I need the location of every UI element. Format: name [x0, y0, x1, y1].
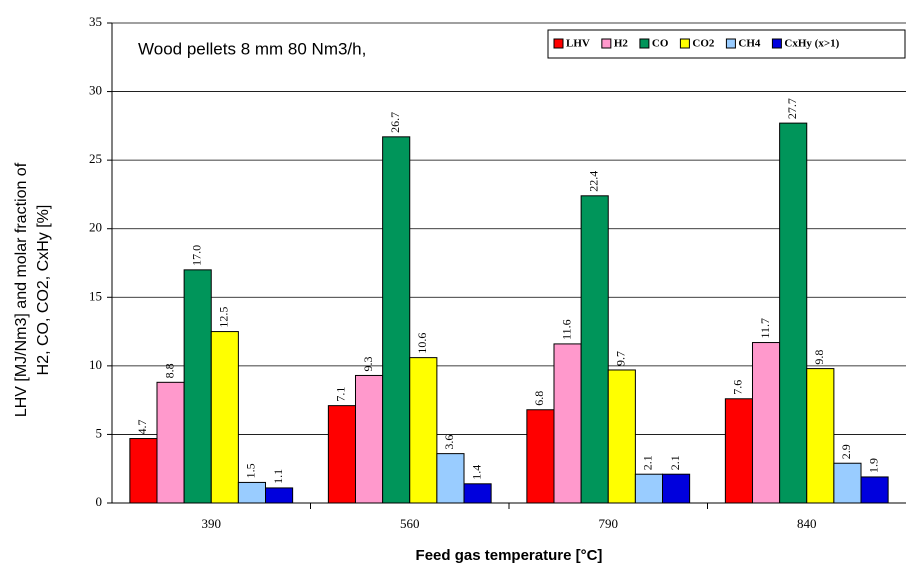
- legend-swatch: [553, 38, 564, 49]
- data-label: 2.9: [839, 444, 853, 459]
- bar: [265, 487, 294, 504]
- bar: [237, 481, 267, 504]
- y-tick-label: 5: [96, 425, 103, 440]
- y-axis-label: H2, CO, CO2, CxHy [%]: [35, 205, 52, 376]
- legend-label: LHV: [566, 38, 590, 50]
- data-label: 26.7: [388, 112, 402, 133]
- y-tick-label: 35: [89, 14, 102, 29]
- y-tick-label: 25: [89, 151, 102, 166]
- y-tick-label: 20: [89, 220, 102, 235]
- annotation: Wood pellets 8 mm 80 Nm3/h,: [138, 39, 366, 58]
- bar: [662, 473, 691, 504]
- data-label: 2.1: [668, 455, 682, 470]
- bar: [860, 476, 889, 504]
- bar: [779, 122, 808, 504]
- legend-label: CO: [652, 38, 669, 50]
- bar: [382, 136, 411, 504]
- data-label: 1.1: [271, 469, 285, 484]
- data-label: 9.8: [812, 350, 826, 365]
- legend-label: CO2: [692, 38, 715, 50]
- y-tick-label: 15: [89, 288, 102, 303]
- bar: [129, 438, 158, 504]
- bar: [607, 369, 636, 504]
- data-label: 7.6: [731, 380, 745, 395]
- data-label: 3.6: [442, 435, 456, 450]
- data-label: 10.6: [415, 333, 429, 354]
- bar: [463, 483, 492, 504]
- bar: [327, 405, 356, 504]
- data-label: 1.4: [469, 465, 483, 480]
- legend-label: CxHy (x>1): [784, 38, 839, 50]
- x-tick-label: 840: [797, 516, 817, 531]
- legend-label: CH4: [738, 38, 761, 50]
- bar: [751, 342, 781, 504]
- bar: [183, 269, 212, 504]
- bar: [580, 195, 609, 504]
- bar: [409, 357, 438, 504]
- bar: [553, 343, 582, 504]
- data-label: 11.6: [559, 319, 573, 340]
- legend-swatch: [679, 38, 690, 49]
- x-axis-label: Feed gas temperature [°C]: [416, 547, 603, 564]
- data-label: 27.7: [785, 98, 799, 119]
- data-label: 4.7: [135, 420, 149, 435]
- x-tick-label: 560: [400, 516, 420, 531]
- legend-swatch: [639, 38, 650, 49]
- data-label: 17.0: [189, 245, 203, 266]
- data-label: 12.5: [217, 307, 231, 328]
- legend-swatch: [601, 38, 612, 49]
- bar: [634, 473, 664, 504]
- bar: [724, 398, 753, 504]
- bar: [806, 368, 835, 504]
- bar: [354, 374, 384, 504]
- bar: [526, 409, 555, 504]
- bar: [210, 331, 239, 504]
- data-label: 22.4: [586, 171, 600, 192]
- bar: [833, 462, 862, 504]
- data-label: 8.8: [162, 363, 176, 378]
- bar: [436, 453, 465, 504]
- data-label: 9.7: [614, 351, 628, 366]
- data-label: 2.1: [641, 455, 655, 470]
- y-tick-label: 30: [89, 83, 102, 98]
- data-label: 11.7: [758, 318, 772, 339]
- legend-swatch: [771, 38, 782, 49]
- y-tick-label: 10: [89, 357, 102, 372]
- y-tick-label: 0: [96, 494, 103, 509]
- bar: [156, 381, 185, 504]
- legend-label: H2: [614, 38, 629, 50]
- legend-swatch: [725, 38, 736, 49]
- x-tick-label: 390: [202, 516, 222, 531]
- x-tick-label: 790: [599, 516, 619, 531]
- data-label: 6.8: [532, 391, 546, 406]
- data-label: 9.3: [361, 356, 375, 371]
- y-axis-label: LHV [MJ/Nm3] and molar fraction of: [13, 162, 30, 417]
- data-label: 1.9: [866, 458, 880, 473]
- data-label: 1.5: [244, 463, 258, 478]
- data-label: 7.1: [334, 387, 348, 402]
